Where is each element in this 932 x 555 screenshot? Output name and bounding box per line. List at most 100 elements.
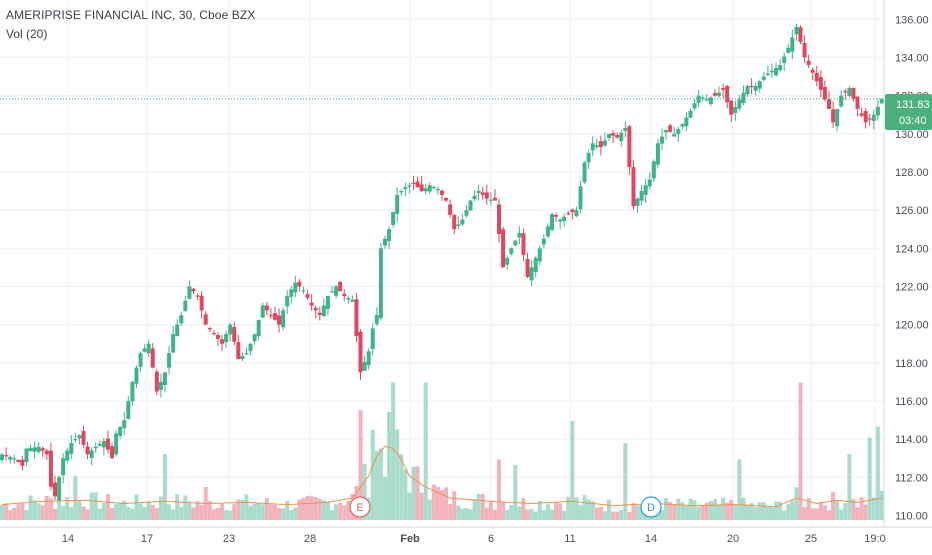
volume-bar bbox=[220, 503, 225, 520]
candle bbox=[224, 331, 229, 349]
candle bbox=[423, 184, 428, 195]
candle bbox=[199, 291, 204, 319]
volume-bar bbox=[879, 490, 884, 520]
candle bbox=[415, 176, 420, 188]
candle bbox=[497, 198, 502, 243]
volume-bar bbox=[737, 459, 742, 520]
volume-bar bbox=[244, 494, 249, 520]
volume-bar bbox=[554, 502, 559, 520]
volume-bar bbox=[207, 500, 212, 520]
candle bbox=[134, 365, 139, 389]
candle bbox=[313, 305, 318, 319]
volume-bar bbox=[680, 502, 685, 520]
volume-bar bbox=[517, 506, 522, 520]
volume-bar bbox=[61, 505, 66, 520]
candle bbox=[525, 252, 530, 279]
candle bbox=[769, 63, 774, 78]
candle bbox=[786, 44, 791, 54]
volume-bar bbox=[871, 497, 876, 520]
candle bbox=[118, 426, 123, 439]
candle bbox=[590, 136, 595, 157]
volume-bar bbox=[444, 487, 449, 520]
volume-bar bbox=[122, 500, 127, 520]
volume-bar bbox=[786, 503, 791, 520]
volume-bar bbox=[627, 511, 632, 520]
y-tick-label: 122.00 bbox=[895, 281, 929, 293]
candle bbox=[260, 302, 265, 318]
volume-bar bbox=[334, 504, 339, 520]
candle bbox=[545, 223, 550, 239]
volume-bar bbox=[818, 502, 823, 520]
candle bbox=[822, 80, 827, 102]
candle bbox=[586, 149, 591, 170]
volume-bar bbox=[162, 454, 167, 520]
volume-bar bbox=[281, 508, 286, 520]
candle bbox=[794, 23, 799, 42]
candle bbox=[281, 307, 286, 331]
candle bbox=[643, 178, 648, 203]
volume-bar bbox=[440, 490, 444, 520]
candle bbox=[179, 311, 184, 326]
candle bbox=[631, 160, 636, 210]
candle bbox=[44, 448, 49, 460]
volume-bar bbox=[126, 506, 131, 520]
volume-bar bbox=[374, 450, 379, 520]
candle bbox=[761, 72, 766, 82]
candle bbox=[753, 82, 758, 96]
volume-indicator-label[interactable]: Vol (20) bbox=[6, 27, 48, 41]
candle bbox=[602, 132, 607, 148]
volume-bar bbox=[378, 448, 383, 520]
volume-bar bbox=[798, 382, 803, 520]
volume-bar bbox=[248, 505, 253, 520]
volume-bar bbox=[741, 497, 746, 520]
candle bbox=[130, 380, 135, 406]
volume-bar bbox=[472, 499, 477, 520]
volume-bar bbox=[725, 502, 730, 520]
volume-bar bbox=[415, 466, 420, 520]
candle bbox=[171, 326, 176, 353]
candle bbox=[16, 459, 21, 463]
volume-bar bbox=[118, 502, 123, 520]
volume-bar bbox=[639, 506, 644, 520]
volume-bar bbox=[659, 510, 664, 520]
candle bbox=[448, 199, 453, 218]
volume-bar bbox=[175, 494, 180, 520]
candle bbox=[688, 108, 693, 119]
volume-bar bbox=[790, 500, 795, 520]
candle bbox=[97, 440, 102, 447]
volume-bars bbox=[0, 382, 884, 520]
candle bbox=[334, 284, 339, 299]
y-tick-label: 112.00 bbox=[895, 472, 928, 484]
candle bbox=[676, 126, 681, 143]
candle bbox=[101, 437, 106, 456]
candle bbox=[440, 189, 444, 201]
volume-bar bbox=[635, 505, 640, 520]
event-marker-d[interactable]: D bbox=[640, 496, 662, 518]
candle bbox=[863, 107, 868, 129]
candle bbox=[435, 186, 440, 195]
candle bbox=[615, 132, 620, 139]
volume-bar bbox=[721, 497, 726, 520]
volume-bar bbox=[427, 499, 432, 520]
volume-bar bbox=[342, 505, 347, 520]
volume-bar bbox=[525, 509, 530, 520]
candle bbox=[452, 214, 457, 235]
volume-bar bbox=[77, 500, 82, 520]
candle bbox=[598, 135, 603, 156]
event-marker-e[interactable]: E bbox=[349, 496, 371, 518]
symbol-title[interactable]: AMERIPRISE FINANCIAL INC, 30, Cboe BZX bbox=[6, 8, 256, 22]
volume-bar bbox=[97, 508, 102, 520]
volume-bar bbox=[822, 505, 827, 520]
volume-bar bbox=[187, 503, 192, 520]
current-price-badge: 131.83 03:40 bbox=[885, 94, 932, 130]
volume-bar bbox=[81, 506, 86, 520]
candle bbox=[370, 323, 375, 356]
candle bbox=[207, 326, 212, 333]
volume-bar bbox=[20, 502, 25, 520]
candle bbox=[285, 290, 290, 314]
volume-bar bbox=[460, 508, 465, 520]
candle bbox=[256, 319, 261, 341]
